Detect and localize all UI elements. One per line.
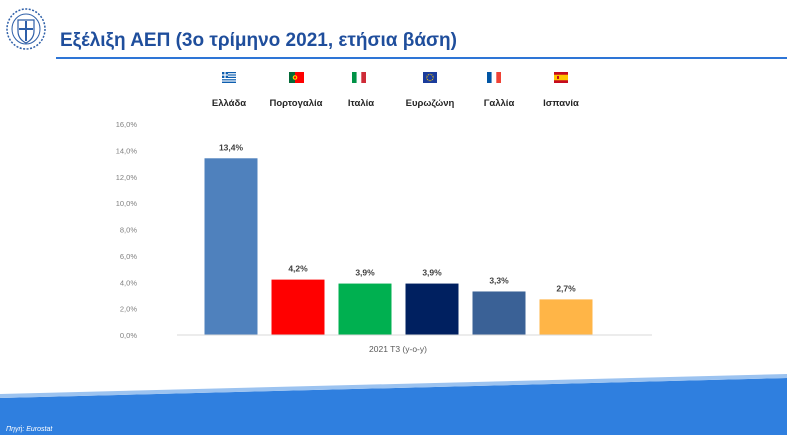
source-note: Πηγή: Eurostat [6,426,53,433]
category-label: Πορτογαλία [270,98,323,109]
y-tick-label: 2,0% [120,305,137,314]
bar-italy [338,283,392,335]
y-tick-label: 0,0% [120,331,137,340]
french-flag-icon [487,72,501,83]
bar-spain [539,299,593,335]
greek-emblem-logo [6,8,46,50]
data-label: 3,9% [355,268,375,278]
bar-greece [204,158,258,335]
x-axis-label: 2021 T3 (y-o-y) [369,344,427,354]
y-tick-label: 8,0% [120,226,137,235]
footer-band-highlight [0,374,787,398]
data-label: 13,4% [219,142,244,152]
y-tick-label: 12,0% [116,173,138,182]
y-tick-label: 14,0% [116,146,138,155]
footer-band [0,378,787,435]
data-label: 2,7% [556,283,576,293]
bar-eurozone [405,283,459,335]
data-label: 3,9% [422,268,442,278]
y-tick-label: 16,0% [116,120,138,129]
y-tick-label: 6,0% [120,252,137,261]
data-label: 4,2% [288,264,308,274]
category-label: Γαλλία [484,98,515,109]
title-divider [56,57,787,59]
category-label: Ιταλία [348,98,374,109]
bar-portugal [271,279,325,335]
y-tick-label: 4,0% [120,278,137,287]
greek-flag-icon [222,72,236,83]
portuguese-flag-icon [289,72,304,83]
eu-flag-icon [423,72,437,83]
spanish-flag-icon [554,72,568,83]
category-label: Ευρωζώνη [406,98,455,109]
category-label: Ελλάδα [212,98,246,109]
page-title: Εξέλιξη ΑΕΠ (3ο τρίμηνο 2021, ετήσια βάσ… [60,30,457,51]
category-label: Ισπανία [543,98,579,109]
italian-flag-icon [352,72,366,83]
y-tick-label: 10,0% [116,199,138,208]
bar-france [472,291,526,335]
data-label: 3,3% [489,275,509,285]
